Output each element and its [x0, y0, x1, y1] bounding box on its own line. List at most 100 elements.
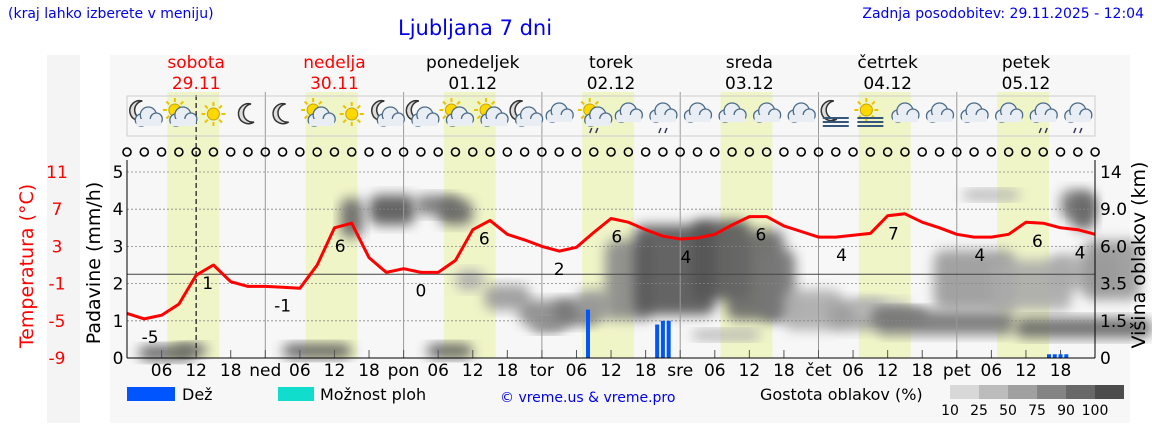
temperature-label: 2 [554, 260, 565, 280]
sun-ray [342, 118, 347, 124]
drizzle-mark [589, 127, 593, 134]
temperature-label: -1 [274, 296, 291, 316]
sun-cloud-icon [162, 98, 198, 127]
temp-tick-label: 11 [46, 163, 68, 183]
temp-axis-bg [47, 55, 80, 423]
day-name: sreda [726, 53, 773, 73]
wind-symbol [139, 147, 150, 157]
x-tick-label: 12 [324, 361, 346, 381]
cloud-patch [369, 195, 416, 225]
icon-row [126, 95, 1096, 137]
wind-symbol [346, 147, 357, 157]
wind-symbol [450, 147, 461, 157]
cloud-base [962, 115, 988, 122]
sun-fog-icon [854, 98, 884, 127]
precip-bar [586, 309, 590, 358]
cloud-patch [962, 190, 1021, 200]
wind-symbol [243, 147, 253, 157]
temperature-label: -5 [142, 328, 159, 348]
cloud-height-tick-label: 3.5 [1100, 275, 1127, 295]
copyright-link[interactable]: © vreme.us & vreme.pro [500, 390, 675, 406]
moon-fog-icon [820, 99, 849, 127]
cloud-base [927, 115, 953, 122]
cloud-icon [718, 102, 747, 123]
x-tick-label: čet [805, 361, 832, 381]
cloud-drizzle-icon [1064, 102, 1093, 134]
day-date: 05.12 [1002, 74, 1051, 94]
cloud-base [585, 119, 611, 126]
cloud-base [1065, 115, 1091, 122]
cloud-patch [455, 270, 485, 290]
drizzle-mark [1044, 127, 1048, 134]
sun-disc [345, 107, 359, 121]
page-title: Ljubljana 7 dni [398, 16, 553, 40]
day-date: 30.11 [310, 74, 359, 94]
x-tick-label: 18 [773, 361, 795, 381]
wind-symbol [277, 147, 288, 157]
precip-bar [660, 320, 665, 358]
wind-symbol [329, 147, 340, 157]
x-tick-label: 12 [462, 361, 484, 381]
wind-symbol [208, 147, 219, 157]
cloud-icon [891, 102, 920, 123]
wind-symbol [191, 147, 201, 157]
moon-part [820, 99, 838, 122]
sun-cloud-icon [439, 98, 475, 127]
cloud-base [136, 119, 162, 126]
temp-axis-title: Temperatura (°C) [16, 184, 38, 349]
precip-bar [1064, 354, 1069, 358]
x-tick-label: 12 [739, 361, 761, 381]
x-tick-label: 06 [151, 361, 173, 381]
sun-cloud-icon [474, 98, 509, 127]
wind-symbol [1021, 147, 1031, 157]
x-tick-label: 18 [358, 361, 380, 381]
day-date: 29.11 [172, 74, 221, 94]
density-label: 100 [1082, 403, 1109, 419]
density-label: 10 [941, 403, 959, 419]
drizzle-mark [1079, 127, 1083, 134]
wind-symbol [934, 147, 945, 157]
cloud-base [1031, 115, 1057, 122]
last-updated: Zadnja posodobitev: 29.11.2025 - 12:04 [862, 6, 1144, 22]
cloud-part [787, 102, 816, 123]
wind-symbol [416, 147, 426, 157]
wind-symbol [485, 147, 495, 157]
cloud-drizzle-icon [1029, 102, 1058, 134]
precip-tick-label: 2 [113, 275, 124, 295]
cloud-base [378, 119, 404, 126]
x-tick-label: 06 [566, 361, 588, 381]
sun-ray [580, 100, 585, 106]
drizzle-mark [664, 127, 668, 134]
precip-bar [655, 324, 660, 358]
wind-symbol [1055, 147, 1066, 157]
wind-symbol [1073, 147, 1083, 157]
wind-symbol [848, 147, 858, 157]
x-tick-label: 06 [427, 361, 449, 381]
cloud-part [1064, 102, 1093, 123]
day-name: torek [589, 53, 633, 73]
cloud-icon [787, 102, 816, 123]
wind-symbol [174, 147, 184, 157]
moon-part [237, 102, 255, 125]
cloud-patch [426, 344, 473, 358]
day-name: sobota [167, 53, 225, 73]
cloud-part [411, 106, 440, 127]
cloud-patch [173, 344, 208, 356]
cloud-part [891, 102, 920, 123]
x-tick-label: 18 [220, 361, 242, 381]
temperature-label: 4 [1075, 243, 1086, 263]
temperature-label: 6 [611, 228, 622, 248]
cloud-part [960, 102, 989, 123]
precip-bar [666, 320, 671, 358]
wind-symbol [658, 147, 668, 157]
x-tick-label: 06 [704, 361, 726, 381]
sun-part [339, 102, 364, 126]
density-swatch [1066, 385, 1095, 399]
sun-ray [857, 100, 862, 106]
wind-symbol [260, 147, 271, 157]
x-tick-label: ned [249, 361, 281, 381]
cloud-part [614, 102, 643, 123]
cloud-base [754, 115, 780, 122]
cloud-base [892, 115, 918, 122]
cloud-part [480, 106, 509, 127]
